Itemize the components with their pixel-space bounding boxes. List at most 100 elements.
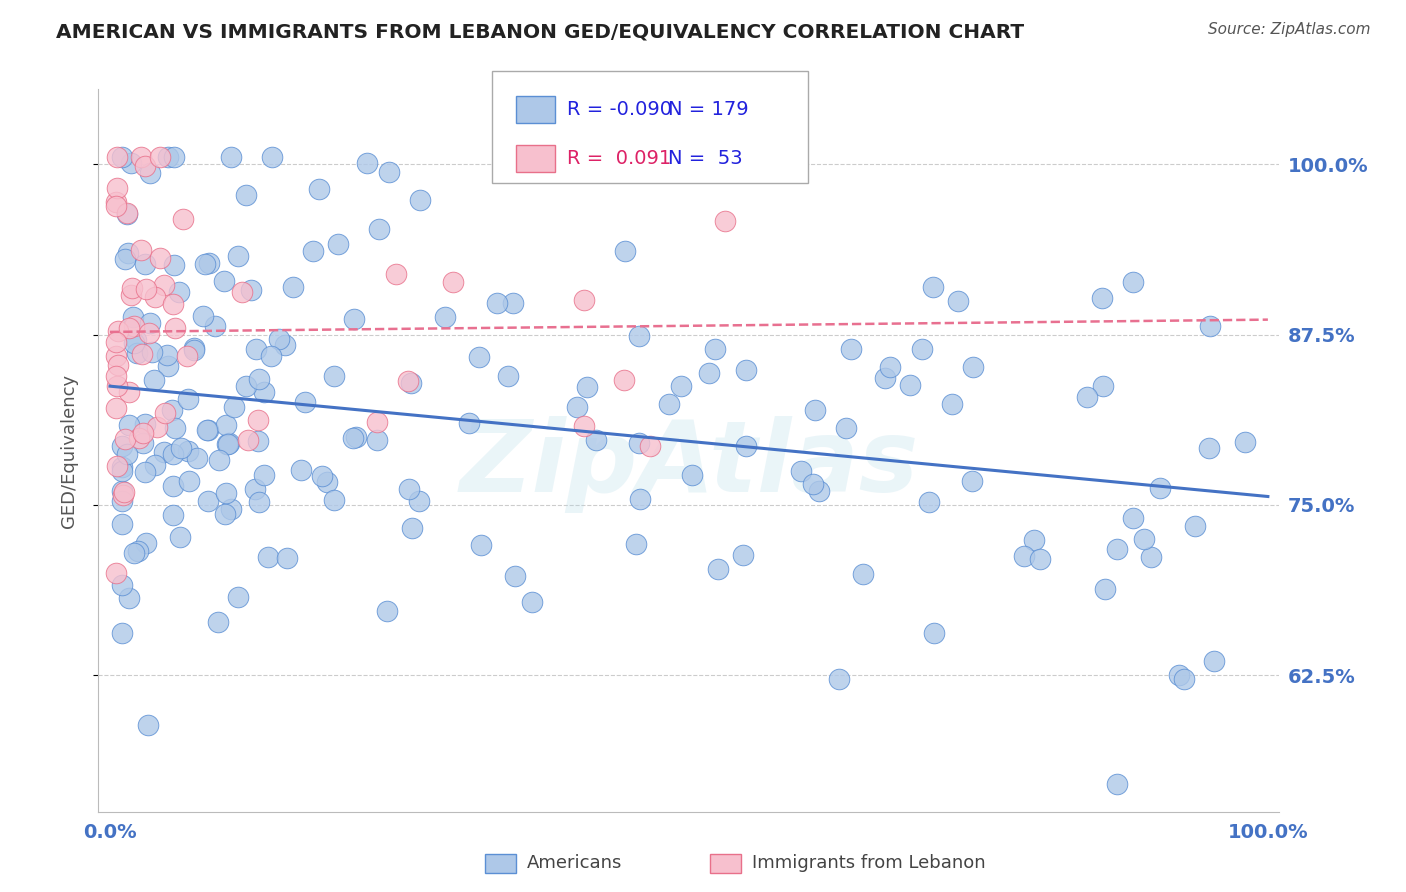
Point [172,212,194,227]
Point [110,494,132,508]
Point [167,285,190,299]
Point [262,150,284,164]
Point [122,545,145,559]
Point [118,591,141,605]
Point [962,359,984,374]
Point [105,379,128,393]
Point [356,156,378,170]
Point [401,521,423,535]
Point [138,326,160,340]
Point [112,484,135,499]
Point [153,277,176,292]
Text: R = -0.090: R = -0.090 [567,100,672,120]
Point [240,284,263,298]
Point [276,551,298,566]
Point [294,394,316,409]
Point [470,537,492,551]
Point [217,437,239,451]
Text: Americans: Americans [527,855,623,872]
Point [315,475,337,490]
Point [163,321,186,335]
Text: AMERICAN VS IMMIGRANTS FROM LEBANON GED/EQUIVALENCY CORRELATION CHART: AMERICAN VS IMMIGRANTS FROM LEBANON GED/… [56,22,1025,41]
Point [399,376,422,390]
Point [104,194,127,209]
Point [194,257,217,271]
Point [498,369,520,384]
Point [308,182,330,196]
Point [104,335,127,350]
Point [110,439,132,453]
Point [253,468,276,483]
Point [322,493,344,508]
Point [735,362,758,376]
Point [219,502,242,516]
Point [1173,673,1195,687]
Point [176,349,198,363]
Point [342,431,364,445]
Point [1202,654,1225,668]
Point [1198,442,1220,456]
Point [1107,541,1129,556]
Point [243,482,266,496]
Point [733,548,755,562]
Point [804,403,827,417]
Point [219,150,242,164]
Point [226,591,249,605]
Point [143,290,166,304]
Point [135,536,157,550]
Point [910,343,932,357]
Point [169,441,191,455]
Text: Source: ZipAtlas.com: Source: ZipAtlas.com [1208,22,1371,37]
Point [267,332,290,346]
Point [941,397,963,411]
Point [235,188,257,202]
Point [177,392,200,406]
Point [122,310,145,325]
Point [115,206,138,220]
Point [218,436,240,450]
Point [1140,549,1163,564]
Point [235,379,257,393]
Point [104,349,127,363]
Point [134,159,156,173]
Point [1024,533,1046,548]
Point [789,464,811,478]
Point [162,447,184,461]
Point [127,544,149,558]
Point [703,343,725,357]
Point [567,400,589,414]
Point [152,444,174,458]
Point [536,150,558,164]
Point [153,406,176,420]
Point [136,718,159,732]
Point [212,274,235,288]
Point [104,199,127,213]
Point [485,296,508,310]
Point [1107,777,1129,791]
Point [257,550,280,565]
Point [572,418,595,433]
Point [163,150,186,164]
Point [585,433,607,447]
Point [107,359,129,373]
Point [246,434,269,448]
Point [217,437,239,451]
Text: N =  53: N = 53 [668,149,742,169]
Point [378,164,401,178]
Point [946,293,969,308]
Point [658,397,681,411]
Point [111,578,134,592]
Point [434,310,457,325]
Point [110,150,132,164]
Point [628,435,651,450]
Point [396,374,419,388]
Point [283,280,305,294]
Point [156,348,179,362]
Point [1184,519,1206,533]
Point [162,508,184,522]
Point [231,285,253,299]
Point [247,495,270,509]
Point [207,615,229,629]
Point [214,508,236,522]
Point [197,493,219,508]
